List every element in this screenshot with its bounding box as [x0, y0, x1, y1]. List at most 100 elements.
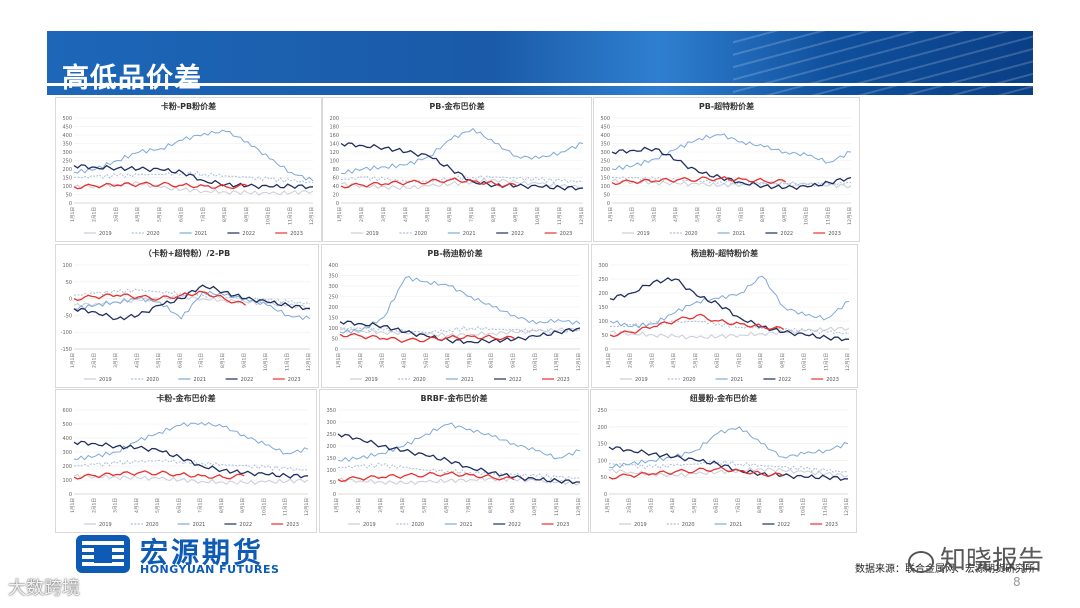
legend-label-2019: 2019	[99, 377, 112, 383]
series-line-2021	[608, 426, 849, 469]
y-tick-label: 350	[326, 408, 336, 414]
y-tick-label: 120	[329, 150, 339, 156]
chart-panel-4: （卡粉+超特粉）/2-PB -150 -100 -50 0 50 100 1月1日 2月1日 3月…	[55, 244, 319, 388]
x-tick-label: 12月1日	[576, 498, 582, 516]
x-tick-label: 9月1日	[240, 498, 246, 513]
y-tick-label: 500	[62, 422, 72, 428]
y-tick-label: 450	[62, 125, 72, 131]
y-tick-label: 200	[598, 291, 608, 297]
legend-label-2022: 2022	[242, 231, 255, 237]
legend-label-2020: 2020	[146, 522, 159, 528]
y-tick-label: 150	[598, 305, 608, 311]
x-tick-label: 3月1日	[113, 353, 119, 368]
x-tick-label: 9月1日	[510, 498, 516, 513]
x-tick-label: 2月1日	[356, 498, 362, 513]
legend-label-2019: 2019	[637, 231, 650, 237]
legend-label-2019: 2019	[366, 231, 379, 237]
x-tick-label: 12月1日	[304, 498, 310, 516]
y-tick-label: 250	[600, 159, 610, 165]
x-tick-label: 1月1日	[605, 498, 611, 513]
series-line-2023	[608, 466, 784, 480]
y-tick-label: 250	[62, 159, 72, 165]
x-tick-label: 10月1日	[532, 498, 538, 516]
series-line-2023	[73, 290, 247, 306]
chart-6: 杨迪粉-超特粉价差 0 50 100 150 200 250 300 1月1日 2月1日 3月1日 4…	[598, 248, 851, 383]
x-tick-label: 10月1日	[802, 353, 808, 371]
x-tick-label: 5月1日	[155, 498, 161, 513]
x-tick-label: 9月1日	[511, 353, 517, 368]
series-line-2019	[339, 327, 581, 338]
series-line-2023	[340, 177, 518, 189]
legend-label-2019: 2019	[99, 522, 112, 528]
legend-label-2021: 2021	[193, 522, 206, 528]
x-tick-label: 7月1日	[199, 353, 205, 368]
x-tick-label: 6月1日	[177, 353, 183, 368]
x-tick-label: 7月1日	[200, 207, 206, 222]
series-line-2021	[609, 275, 850, 329]
x-tick-label: 1月1日	[337, 207, 343, 222]
chart-title: 杨迪粉-超特粉价差	[691, 248, 758, 258]
x-tick-label: 3月1日	[113, 498, 119, 513]
y-tick-label: 20	[333, 193, 339, 199]
x-tick-label: 11月1日	[823, 353, 829, 371]
x-tick-label: 6月1日	[176, 498, 182, 513]
y-tick-label: 500	[62, 116, 72, 122]
y-tick-label: 100	[600, 184, 610, 190]
legend-label-2021: 2021	[193, 377, 206, 383]
chart-panel-8: BRBF-金布巴价差 0 50 100 150 200 250 300 350 1月1日 2月1日 3…	[319, 389, 589, 533]
x-tick-label: 11月1日	[825, 207, 831, 225]
x-tick-label: 8月1日	[758, 353, 764, 368]
x-tick-label: 3月1日	[381, 207, 387, 222]
x-tick-label: 2月1日	[628, 353, 634, 368]
x-tick-label: 6月1日	[714, 498, 720, 513]
legend-label-2021: 2021	[733, 231, 746, 237]
y-tick-label: 0	[335, 347, 338, 353]
legend-label-2021: 2021	[460, 522, 473, 528]
y-tick-label: -100	[61, 330, 72, 336]
x-tick-label: 9月1日	[779, 498, 785, 513]
y-tick-label: -50	[64, 313, 72, 319]
legend-label-2019: 2019	[634, 522, 647, 528]
y-tick-label: 50	[332, 337, 338, 343]
x-tick-label: 7月1日	[735, 498, 741, 513]
logo-cn: 宏源期货	[140, 536, 265, 569]
y-tick-label: 250	[328, 295, 338, 301]
series-line-2021	[73, 129, 314, 182]
y-tick-label: 100	[326, 468, 336, 474]
y-tick-label: 300	[62, 150, 72, 156]
series-line-2023	[73, 181, 249, 190]
x-tick-label: 8月1日	[220, 353, 226, 368]
y-tick-label: 400	[328, 263, 338, 269]
x-tick-label: 5月1日	[693, 353, 699, 368]
y-tick-label: 100	[597, 458, 607, 464]
x-tick-label: 3月1日	[648, 498, 654, 513]
series-line-2020	[340, 174, 584, 184]
logo-mark-icon	[76, 535, 130, 573]
x-tick-label: 2月1日	[630, 207, 636, 222]
legend-label-2021: 2021	[730, 522, 743, 528]
x-tick-label: 6月1日	[715, 353, 721, 368]
x-tick-label: 7月1日	[469, 207, 475, 222]
y-tick-label: 80	[333, 167, 339, 173]
x-tick-label: 10月1日	[263, 353, 269, 371]
chart-3: PB-超特粉价差 0 50 100 150 200 250 300 350 400 450 500 1月…	[600, 101, 853, 237]
y-tick-label: 0	[69, 492, 72, 498]
legend-label-2022: 2022	[239, 522, 252, 528]
series-line-2023	[339, 332, 515, 344]
x-tick-label: 6月1日	[444, 498, 450, 513]
legend-label-2023: 2023	[286, 522, 299, 528]
legend-label-2023: 2023	[557, 377, 570, 383]
x-tick-label: 4月1日	[400, 498, 406, 513]
legend-label-2023: 2023	[560, 231, 573, 237]
y-tick-label: 100	[328, 326, 338, 332]
y-tick-label: 100	[598, 319, 608, 325]
y-tick-label: 200	[62, 167, 72, 173]
y-tick-label: 180	[329, 125, 339, 131]
series-line-2021	[611, 133, 852, 171]
x-tick-label: 12月1日	[845, 353, 851, 371]
x-tick-label: 10月1日	[532, 353, 538, 371]
x-tick-label: 7月1日	[467, 353, 473, 368]
y-tick-label: 0	[333, 492, 336, 498]
y-tick-label: 140	[329, 142, 339, 148]
x-tick-label: 4月1日	[403, 207, 409, 222]
